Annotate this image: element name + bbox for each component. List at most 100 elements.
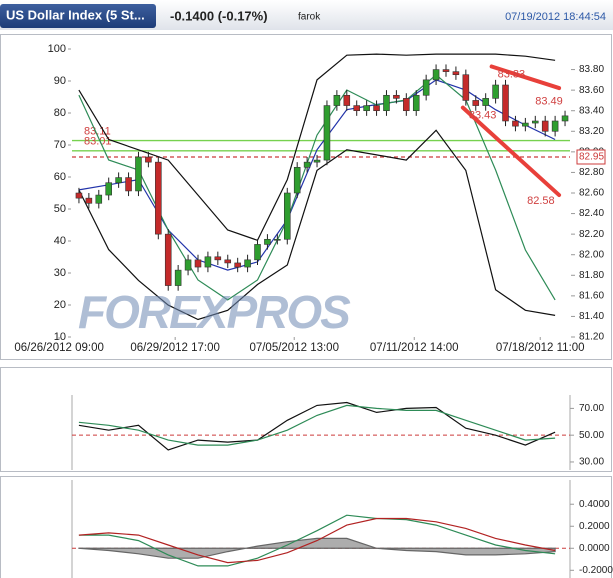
y2-tick-label: 83.20	[579, 126, 604, 137]
trend-label: 83.43	[469, 110, 497, 122]
y2-tick-label: 83.80	[579, 64, 604, 75]
candle-body	[164, 233, 172, 286]
price-change: -0.1400 (-0.17%)	[170, 8, 268, 23]
candle-body	[194, 259, 202, 268]
x-tick-label: 06/29/2012 17:00	[130, 342, 220, 354]
candle-body	[254, 244, 261, 261]
candle-body	[204, 256, 212, 268]
candle-body	[145, 156, 152, 163]
candle-body	[551, 120, 559, 132]
y-tick-label: 40	[54, 235, 66, 247]
macd-panel-frame	[0, 476, 612, 578]
y2-tick-label: 82.60	[579, 188, 604, 199]
trend-label: 83.83	[498, 68, 526, 80]
candle-body	[422, 79, 430, 96]
watermark: FOREXPROS	[78, 286, 351, 338]
y2-tick-label: 81.40	[579, 311, 604, 322]
candle-body	[363, 105, 370, 112]
symbol-title: US Dollar Index (5 St...	[6, 7, 145, 22]
x-tick-label: 06/26/2012 09:00	[14, 342, 104, 354]
candle-body	[234, 262, 241, 268]
candle-body	[532, 120, 539, 124]
candle-body	[125, 177, 132, 192]
y-tick-label: 90	[54, 75, 66, 87]
y2-tick-label: 82.00	[579, 249, 604, 260]
candle-body	[274, 238, 281, 241]
candle-body	[442, 69, 450, 72]
candle-body	[502, 84, 509, 122]
indicator-line	[78, 401, 556, 451]
y2-tick-label: 83.60	[579, 85, 604, 96]
candle-body	[512, 120, 519, 127]
candle-body	[95, 194, 103, 204]
candle-body	[174, 269, 182, 286]
candle-body	[432, 69, 440, 81]
candle-body	[105, 182, 112, 196]
candle-body	[224, 259, 232, 264]
x-tick-label: 07/11/2012 14:00	[370, 342, 459, 354]
candle-body	[412, 94, 420, 112]
candle-body	[323, 105, 331, 161]
user-name: farok	[298, 12, 321, 23]
trend-line	[489, 64, 562, 91]
price-annotation: 83.49	[535, 95, 563, 107]
y-tick-label: 30.00	[579, 457, 604, 468]
y-tick-label: 20	[54, 299, 66, 311]
candle-body	[85, 197, 93, 204]
y-tick-label: 50.00	[579, 430, 604, 441]
candle-body	[561, 115, 569, 122]
candle-body	[313, 159, 321, 163]
y-tick-label: 80	[54, 107, 66, 119]
y-tick-label: 70	[54, 139, 66, 151]
y2-tick-label: 82.20	[579, 229, 604, 240]
oscillator-panel-frame	[0, 367, 612, 472]
trend-label: 82.58	[527, 195, 555, 207]
candle-body	[452, 71, 460, 76]
candle-body	[283, 192, 291, 240]
candle-body	[333, 94, 341, 106]
candle-body	[373, 105, 380, 112]
y-tick-label: 70.00	[579, 403, 604, 414]
symbol-tab[interactable]	[0, 4, 156, 28]
candle-body	[482, 98, 489, 106]
x-tick-label: 07/05/2012 13:00	[249, 342, 339, 354]
y-tick-label: 0.0000	[579, 543, 610, 554]
candle-body	[155, 161, 162, 235]
indicator-line	[78, 53, 556, 242]
candle-body	[353, 105, 360, 112]
candle-body	[293, 166, 301, 194]
y2-tick-label: 81.80	[579, 270, 604, 281]
main-panel-frame	[0, 34, 612, 360]
candle-body	[343, 94, 351, 106]
indicator-line	[78, 517, 556, 564]
candle-body	[492, 84, 499, 99]
candle-body	[522, 122, 529, 127]
y-tick-label: 60	[54, 171, 66, 183]
candle-body	[214, 256, 222, 261]
candle-body	[184, 259, 192, 271]
indicator-line	[78, 514, 556, 567]
level-label: 83.01	[84, 136, 112, 148]
candle-body	[541, 120, 549, 132]
candle-body	[472, 100, 480, 106]
y-tick-label: -0.2000	[579, 565, 613, 576]
y2-tick-label: 81.60	[579, 290, 604, 301]
candle-body	[462, 74, 470, 101]
indicator-line	[78, 129, 556, 321]
candle-body	[135, 156, 142, 192]
y2-tick-label: 82.40	[579, 208, 604, 219]
y2-tick-label: 83.40	[579, 105, 604, 116]
candle-body	[115, 177, 122, 184]
histogram-area	[78, 537, 556, 559]
timestamp: 07/19/2012 18:44:54	[505, 11, 606, 23]
candle-body	[303, 161, 311, 168]
y-tick-label: 0.2000	[579, 521, 610, 532]
y-tick-label: 30	[54, 267, 66, 279]
candle-body	[264, 238, 271, 245]
x-tick-label: 07/18/2012 11:00	[496, 342, 585, 354]
price-box	[576, 149, 606, 165]
price-box-label: 82.95	[579, 152, 604, 163]
candle-body	[403, 98, 410, 112]
